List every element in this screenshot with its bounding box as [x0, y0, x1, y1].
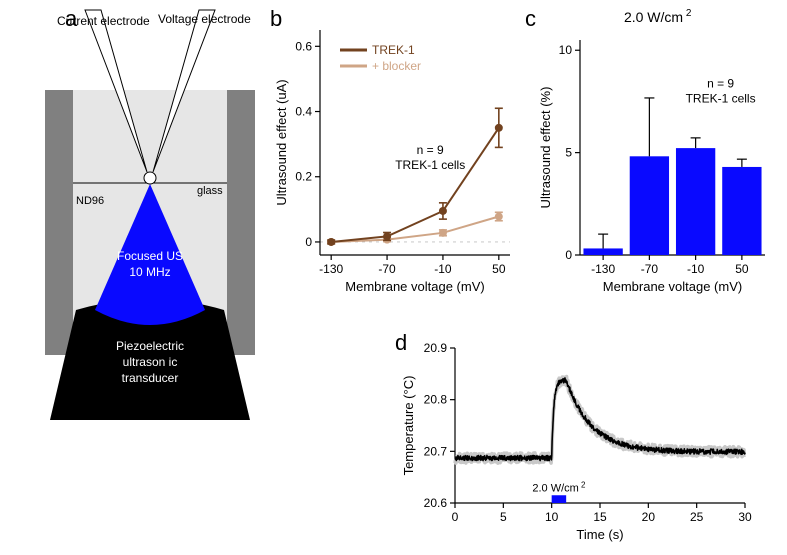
svg-text:5: 5 — [500, 510, 507, 524]
svg-text:10: 10 — [545, 510, 559, 524]
svg-text:30: 30 — [738, 510, 752, 524]
svg-text:Time (s): Time (s) — [576, 527, 623, 542]
svg-text:20.6: 20.6 — [424, 496, 448, 510]
svg-text:2.0 W/cm 2: 2.0 W/cm 2 — [532, 480, 586, 494]
svg-text:0: 0 — [452, 510, 459, 524]
svg-text:Temperature (°C): Temperature (°C) — [401, 376, 416, 476]
panel-d-svg: 20.6 20.7 20.8 20.9 0 5 10 15 20 25 30 2.0 W/cm 2 Ti… — [0, 0, 787, 555]
svg-text:20.7: 20.7 — [424, 444, 448, 458]
svg-text:20: 20 — [642, 510, 656, 524]
svg-text:20.8: 20.8 — [424, 393, 448, 407]
svg-text:15: 15 — [593, 510, 607, 524]
svg-text:25: 25 — [690, 510, 704, 524]
svg-text:20.9: 20.9 — [424, 341, 448, 355]
